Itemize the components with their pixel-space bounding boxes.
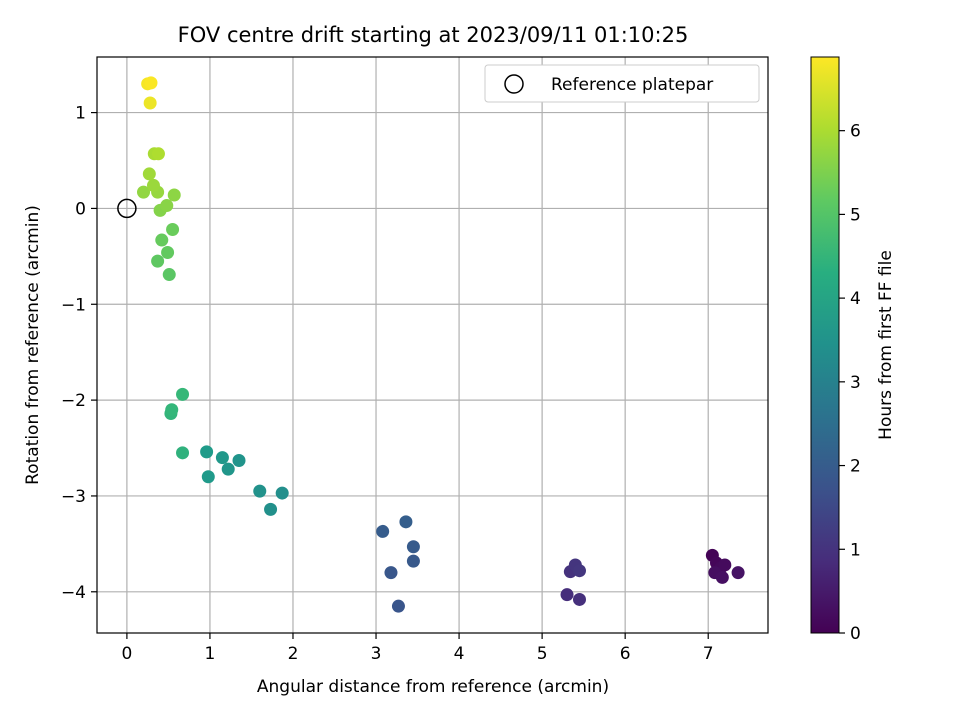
data-point (165, 403, 179, 417)
data-point (162, 268, 176, 282)
data-point (406, 554, 420, 568)
y-tick-label: −3 (61, 487, 86, 507)
legend-label: Reference platepar (551, 75, 713, 95)
data-point (142, 167, 156, 181)
grid-lines (97, 57, 768, 633)
points-layer (137, 76, 745, 613)
y-axis-label: Rotation from reference (arcmin) (23, 205, 43, 485)
data-point (399, 515, 413, 529)
data-point (718, 558, 732, 572)
data-point (143, 96, 157, 110)
colorbar-tick-label: 0 (850, 624, 861, 644)
data-point (151, 254, 165, 268)
x-tick-label: 0 (121, 644, 132, 664)
colorbar-tick-label: 2 (850, 457, 861, 477)
data-point (715, 570, 729, 584)
x-tick-label: 4 (454, 644, 465, 664)
data-point (151, 147, 165, 161)
legend-box (484, 64, 760, 103)
data-point (221, 462, 235, 476)
colorbar-tick-label: 5 (850, 205, 861, 225)
colorbar-tick-label: 4 (850, 289, 861, 309)
y-tick-label: −2 (61, 391, 86, 411)
x-tick-label: 1 (205, 644, 216, 664)
x-tick-label: 5 (537, 644, 548, 664)
data-point (384, 566, 398, 580)
data-point (560, 588, 574, 602)
colorbar: 0 1 2 3 4 5 6 Hours from first FF file (810, 56, 896, 644)
x-tick-label: 6 (620, 644, 631, 664)
colorbar-ticks: 0 1 2 3 4 5 6 (839, 122, 861, 644)
data-point (232, 453, 246, 467)
data-point (144, 76, 158, 90)
plot-frame (96, 56, 769, 634)
colorbar-label: Hours from first FF file (876, 250, 896, 440)
y-tick-label: 0 (75, 199, 86, 219)
data-point (572, 592, 586, 606)
data-point (391, 599, 405, 613)
data-point (161, 246, 175, 260)
data-point (176, 446, 190, 460)
data-point (275, 486, 289, 500)
data-point (731, 566, 745, 580)
colorbar-tick-label: 1 (850, 540, 861, 560)
data-point (160, 199, 174, 213)
data-point (215, 451, 229, 465)
data-point (176, 387, 190, 401)
data-point (146, 178, 160, 192)
data-point (155, 233, 169, 247)
x-tick-label: 2 (288, 644, 299, 664)
colorbar-gradient (810, 56, 840, 634)
data-point (200, 445, 214, 459)
x-tick-label: 7 (703, 644, 714, 664)
x-axis-ticks: 0 1 2 3 4 5 6 7 (121, 633, 714, 664)
legend: Reference platepar (484, 64, 760, 103)
y-tick-label: −1 (61, 295, 86, 315)
data-point (167, 188, 181, 202)
y-tick-label: 1 (75, 104, 86, 124)
data-point (376, 524, 390, 538)
data-point (572, 564, 586, 578)
plot-background (97, 57, 768, 633)
colorbar-tick-label: 3 (850, 373, 861, 393)
colorbar-tick-label: 6 (850, 122, 861, 142)
legend-marker (504, 74, 524, 94)
x-tick-label: 3 (371, 644, 382, 664)
data-point (406, 540, 420, 554)
data-point (137, 185, 151, 199)
chart-title: FOV centre drift starting at 2023/09/11 … (178, 23, 689, 47)
data-point (166, 223, 180, 237)
data-point (264, 502, 278, 516)
reference-platepar-marker (117, 198, 137, 219)
y-tick-label: −4 (61, 583, 86, 603)
x-axis-label: Angular distance from reference (arcmin) (257, 677, 609, 697)
data-point (253, 484, 267, 498)
data-point (201, 470, 215, 484)
y-axis-ticks: −4 −3 −2 −1 0 1 (61, 104, 97, 603)
